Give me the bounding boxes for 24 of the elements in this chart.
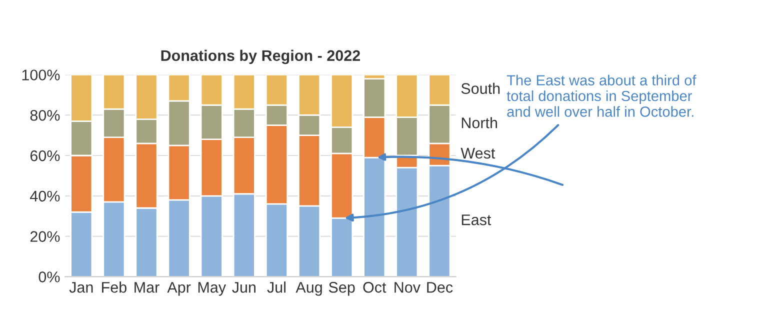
x-tick-label: Jul (267, 282, 286, 293)
series-label: South (461, 82, 500, 94)
series-label: West (460, 148, 496, 159)
x-tick-label: Feb (102, 282, 126, 293)
y-tick-label: 60% (30, 150, 60, 162)
x-tick-label: Mar (134, 282, 160, 293)
y-tick-label: 100% (22, 70, 60, 80)
x-tick-label: Sep (328, 282, 355, 296)
x-tick-label: Dec (427, 282, 453, 293)
x-tick-label: Oct (363, 282, 386, 293)
y-tick-label: 20% (30, 231, 60, 242)
x-tick-label: Apr (167, 282, 191, 296)
series-label: North (462, 117, 498, 128)
series-label: East (462, 214, 492, 226)
x-tick-label: Aug (296, 282, 322, 296)
y-tick-label: 80% (30, 110, 60, 121)
annotation: The East was about a third of total donations in September and well over half in October. (506, 74, 696, 117)
x-tick-label: Jun (232, 282, 256, 293)
x-tick-label: Nov (394, 282, 420, 293)
y-tick-label: 0% (38, 272, 60, 282)
x-tick-label: May (198, 282, 226, 296)
x-tick-label: Jan (69, 282, 93, 293)
y-tick-label: 40% (30, 190, 60, 202)
chart-title: Donations by Region - 2022 (161, 50, 360, 64)
